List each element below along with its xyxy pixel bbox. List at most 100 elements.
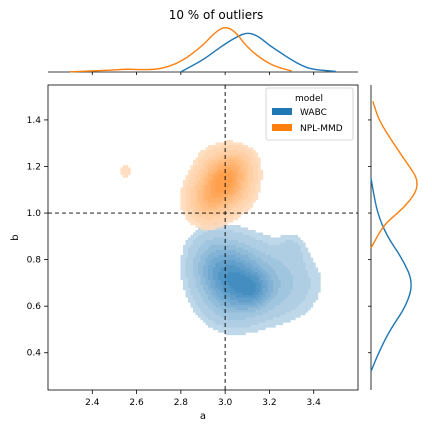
kde-cell [300, 310, 304, 313]
kde-cell [228, 167, 231, 171]
kde-cell [205, 205, 209, 208]
kde-cell [195, 287, 199, 291]
kde-cell [180, 200, 184, 203]
kde-cell [193, 190, 196, 193]
kde-cell [238, 165, 241, 168]
kde-cell [203, 187, 206, 191]
kde-cell [210, 235, 214, 238]
kde-cell [273, 292, 276, 296]
kde-cell [230, 157, 234, 161]
kde-cell [230, 207, 234, 211]
kde-cell [210, 320, 214, 323]
kde-cell [195, 280, 199, 283]
kde-cell [193, 272, 196, 276]
kde-cell [263, 310, 266, 313]
kde-cell [215, 275, 219, 278]
legend: model WABC NPL-MMD [265, 87, 354, 141]
kde-cell [203, 180, 206, 183]
kde-cell [238, 272, 241, 276]
kde-cell [290, 260, 294, 263]
kde-cell [235, 267, 239, 271]
kde-cell [235, 175, 239, 178]
kde-cell [245, 280, 249, 283]
kde-cell [210, 177, 214, 181]
kde-cell [233, 147, 236, 151]
kde-cell [203, 167, 206, 171]
kde-cell [208, 230, 211, 233]
kde-cell [230, 210, 234, 213]
kde-cell [240, 302, 244, 306]
kde-cell [243, 297, 246, 301]
kde-cell [295, 300, 299, 303]
kde-cell [230, 212, 234, 216]
kde-cell [230, 315, 234, 318]
kde-cell [210, 277, 214, 281]
kde-cell [270, 325, 274, 328]
kde-cell [288, 262, 291, 266]
kde-cell [200, 237, 204, 241]
kde-cell [220, 157, 224, 161]
kde-cell [208, 225, 211, 228]
kde-cell [240, 170, 244, 173]
kde-cell [273, 245, 276, 248]
kde-cell [245, 182, 249, 186]
kde-cell [300, 257, 304, 261]
kde-cell [270, 310, 274, 313]
kde-cell [240, 175, 244, 178]
kde-cell [210, 185, 214, 188]
kde-cell [280, 320, 284, 323]
kde-cell [233, 200, 236, 203]
kde-cell [288, 317, 291, 321]
kde-cell [255, 167, 259, 171]
kde-cell [213, 200, 216, 203]
kde-cell [230, 312, 234, 316]
kde-cell [205, 237, 209, 241]
kde-cell [285, 317, 289, 321]
kde-cell [245, 210, 249, 213]
kde-cell [235, 255, 239, 258]
kde-cell [303, 245, 306, 248]
kde-cell [223, 310, 226, 313]
kde-cell [278, 285, 281, 288]
kde-cell [270, 280, 274, 283]
kde-cell [245, 252, 249, 256]
kde-cell [258, 302, 261, 306]
kde-cell [233, 187, 236, 191]
legend-label-wabc: WABC [300, 108, 327, 118]
kde-cell [303, 290, 306, 293]
kde-cell [230, 155, 234, 158]
kde-cell [243, 332, 246, 336]
kde-cell [200, 260, 204, 263]
kde-cell [208, 167, 211, 171]
kde-cell [248, 232, 251, 236]
kde-cell [213, 220, 216, 223]
kde-cell [230, 307, 234, 311]
kde-cell [283, 295, 286, 298]
kde-cell [188, 217, 191, 221]
kde-cell [198, 217, 201, 221]
kde-cell [225, 207, 229, 211]
kde-cell [275, 255, 279, 258]
kde-cell [198, 270, 201, 273]
kde-cell [243, 175, 246, 178]
kde-cell [278, 312, 281, 316]
kde-cell [260, 320, 264, 323]
kde-cell [235, 227, 239, 231]
kde-cell [183, 185, 186, 188]
kde-cell [243, 285, 246, 288]
kde-cell [190, 200, 194, 203]
kde-cell [220, 295, 224, 298]
kde-cell [210, 240, 214, 243]
kde-cell [283, 262, 286, 266]
kde-cell [203, 267, 206, 271]
kde-cell [223, 290, 226, 293]
kde-cell [228, 287, 231, 291]
kde-cell [200, 265, 204, 268]
kde-cell [253, 235, 256, 238]
kde-cell [250, 257, 254, 261]
kde-cell [200, 232, 204, 236]
kde-cell [253, 185, 256, 188]
kde-cell [253, 152, 256, 156]
kde-cell [183, 277, 186, 281]
kde-cell [255, 315, 259, 318]
